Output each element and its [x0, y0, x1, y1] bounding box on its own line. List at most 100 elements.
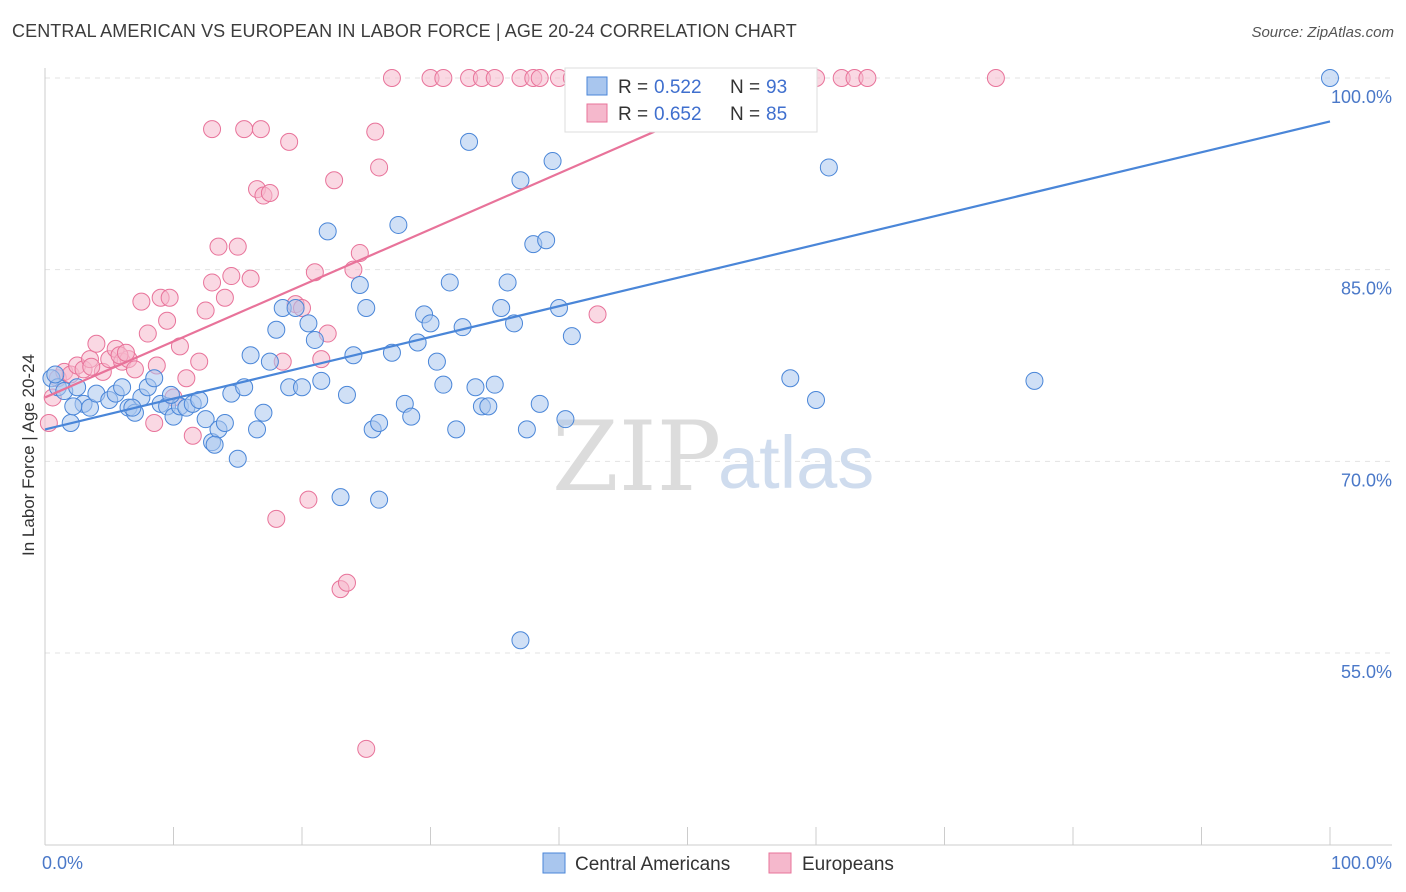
european-point [325, 171, 344, 190]
european-point [158, 311, 177, 330]
european-point [357, 739, 376, 758]
central-american-point [511, 631, 530, 650]
central-american-point [370, 490, 389, 509]
european-point [260, 184, 279, 202]
central-american-point [530, 394, 549, 413]
central-american-point [485, 375, 504, 394]
central-american-point [1025, 371, 1044, 390]
axes [44, 68, 1392, 846]
european-point [485, 69, 504, 87]
central-american-point [440, 273, 459, 292]
legend-n-label-pink: N = [730, 104, 760, 125]
central-american-point [421, 314, 440, 333]
watermark-zip: ZIP [552, 401, 721, 513]
central-american-point [286, 299, 305, 317]
x-tick-label-max: 100.0% [1331, 853, 1392, 873]
legend-n-value-blue: 93 [766, 77, 787, 98]
central-american-point [556, 410, 575, 429]
european-point [986, 69, 1005, 87]
european-point [858, 69, 877, 87]
european-point [299, 490, 318, 509]
european-point [235, 120, 254, 139]
european-point [190, 352, 209, 371]
european-point [215, 288, 234, 307]
central-american-point [337, 385, 356, 404]
legend-r-value-blue: 0.522 [654, 77, 702, 98]
central-american-point [511, 171, 530, 190]
central-americans-trend-line [44, 120, 1331, 431]
y-tick-label: 100.0% [1331, 87, 1392, 107]
european-point [145, 414, 164, 432]
central-american-point [447, 420, 466, 439]
gridlines [45, 77, 1390, 654]
central-american-point [145, 369, 164, 388]
european-point [196, 301, 215, 320]
legend-r-value-pink: 0.652 [654, 104, 702, 125]
european-point [203, 273, 222, 292]
central-american-point [350, 276, 369, 294]
central-american-point [46, 365, 65, 384]
central-american-point [460, 132, 479, 151]
central-american-point [382, 343, 401, 362]
central-american-point [479, 397, 498, 416]
central-american-point [389, 215, 408, 234]
central-american-point [113, 378, 132, 397]
central-american-point [402, 407, 421, 426]
bottom-legend-swatch-blue [542, 852, 566, 874]
central-american-point [305, 330, 324, 349]
central-americans-points [42, 69, 1339, 650]
tick-labels: 55.0% 70.0% 85.0% 100.0% 0.0% 100.0% [42, 87, 1392, 873]
bottom-legend-europeans: Europeans [802, 854, 894, 875]
european-point [222, 267, 241, 286]
central-american-point [543, 152, 562, 171]
european-point [241, 269, 260, 288]
european-point [160, 288, 179, 307]
y-tick-label: 70.0% [1341, 470, 1392, 490]
central-american-point [248, 420, 267, 439]
central-american-point [1321, 69, 1339, 87]
european-point [251, 120, 270, 139]
x-tick-label-min: 0.0% [42, 853, 83, 873]
watermark: ZIP atlas [552, 401, 874, 513]
european-point [588, 305, 607, 324]
legend: R = 0.522 N = 93 R = 0.652 N = 85 [564, 67, 818, 133]
european-point [125, 360, 144, 379]
european-point [203, 120, 222, 139]
european-point [87, 334, 106, 353]
european-point [132, 292, 151, 311]
european-point [382, 69, 401, 87]
legend-r-label-blue: R = [618, 77, 648, 98]
central-american-point [260, 352, 279, 371]
source-label: Source: ZipAtlas.com [1251, 24, 1394, 41]
legend-swatch-blue [586, 76, 608, 96]
european-point [183, 426, 202, 445]
european-point [370, 158, 389, 177]
european-point [280, 132, 299, 151]
central-american-point [357, 299, 376, 317]
watermark-atlas: atlas [718, 421, 874, 504]
european-point [434, 69, 453, 87]
central-american-point [517, 420, 536, 439]
central-american-point [434, 375, 453, 394]
european-point [82, 357, 101, 376]
central-american-point [819, 158, 838, 177]
central-american-point [370, 414, 389, 432]
european-point [337, 573, 356, 592]
european-point [530, 69, 549, 87]
bottom-legend: Central Americans Europeans [542, 852, 894, 875]
central-american-point [64, 397, 83, 416]
y-tick-label: 85.0% [1341, 279, 1392, 299]
central-american-point [427, 352, 446, 371]
european-point [177, 369, 196, 388]
central-american-point [537, 231, 556, 250]
central-american-point [293, 378, 311, 397]
central-american-point [466, 378, 485, 397]
central-american-point [228, 449, 247, 468]
european-point [138, 324, 157, 343]
european-point [228, 237, 247, 256]
central-american-point [205, 435, 224, 454]
european-point [267, 509, 286, 528]
bottom-legend-central-americans: Central Americans [575, 854, 730, 875]
central-american-point [331, 488, 350, 507]
